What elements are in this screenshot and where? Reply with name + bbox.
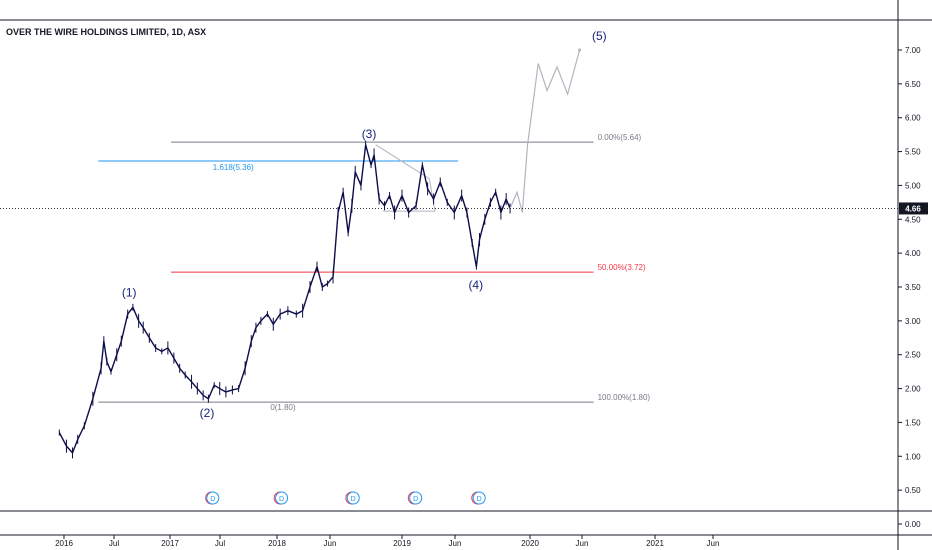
time-tick-label: Jun — [449, 539, 462, 548]
time-tick-label: Jun — [576, 539, 589, 548]
time-tick-label: 2019 — [393, 539, 411, 548]
price-tick-label: 0.00 — [905, 520, 921, 529]
fib-level-label: 0(1.80) — [270, 403, 296, 412]
event-marker-label: D — [279, 496, 284, 503]
price-tick-label: 3.00 — [905, 317, 921, 326]
price-tick-label: 3.50 — [905, 283, 921, 292]
time-tick-label: Jul — [215, 539, 225, 548]
price-tick-label: 4.50 — [905, 215, 921, 224]
price-tick-label: 2.00 — [905, 385, 921, 394]
time-tick-label: 2021 — [646, 539, 664, 548]
price-tick-label: 2.50 — [905, 351, 921, 360]
time-axis[interactable]: 2016 Jul 2017 Jul 2018 Jun 2019 Jun 2020 Jun 2021 J… — [55, 535, 719, 548]
price-tick-label: 4.00 — [905, 249, 921, 258]
current-price-tag: 4.66 — [899, 202, 928, 215]
price-tick-label: 1.50 — [905, 418, 921, 427]
dividend-marker[interactable]: D — [206, 491, 220, 505]
projection-path[interactable] — [509, 49, 581, 213]
wave-label: (3) — [362, 127, 377, 141]
event-marker-label: D — [477, 496, 482, 503]
dividend-marker[interactable]: D — [472, 491, 486, 505]
price-axis[interactable]: 0.00 0.50 1.00 1.50 2.00 2.50 3.00 3.50 4.00 4.50… — [898, 46, 921, 529]
price-tick-label: 0.50 — [905, 486, 921, 495]
price-tick-label: 6.50 — [905, 80, 921, 89]
chart-title: OVER THE WIRE HOLDINGS LIMITED, 1D, ASX — [6, 27, 206, 37]
wave-label: (2) — [200, 406, 215, 420]
fib-level-label: 100.00%(1.80) — [598, 393, 651, 402]
fibonacci-levels[interactable]: 0.00%(5.64) 1.618(5.36) 50.00%(3.72) 100.00… — [98, 133, 650, 412]
time-tick-label: 2016 — [55, 539, 73, 548]
dividend-marker[interactable]: D — [346, 491, 360, 505]
price-tick-label: 5.50 — [905, 148, 921, 157]
triangle-drawing[interactable] — [375, 144, 436, 212]
price-tick-label: 6.00 — [905, 114, 921, 123]
current-price-value: 4.66 — [905, 204, 921, 213]
time-tick-label: 2020 — [521, 539, 539, 548]
price-tick-label: 1.00 — [905, 452, 921, 461]
wave-label: (4) — [468, 278, 483, 292]
event-markers[interactable]: EDEDEDEDED — [205, 491, 486, 505]
time-tick-label: Jul — [109, 539, 119, 548]
wave-label: (1) — [122, 286, 137, 300]
event-marker-label: D — [210, 496, 215, 503]
price-tick-label: 5.00 — [905, 181, 921, 190]
dividend-marker[interactable]: D — [409, 491, 423, 505]
price-tick-label: 7.00 — [905, 46, 921, 55]
event-marker-label: D — [351, 496, 356, 503]
fib-level-label: 1.618(5.36) — [213, 163, 254, 172]
fib-level-label: 50.00%(3.72) — [598, 263, 646, 272]
elliott-wave-labels: (1) (2) (3) (4) (5) — [122, 29, 607, 420]
time-tick-label: Jun — [707, 539, 720, 548]
time-tick-label: Jun — [324, 539, 337, 548]
fib-level-label: 0.00%(5.64) — [598, 133, 642, 142]
time-tick-label: 2018 — [268, 539, 286, 548]
price-series — [58, 48, 582, 459]
event-marker-label: D — [413, 496, 418, 503]
wave-label: (5) — [592, 29, 607, 43]
dividend-marker[interactable]: D — [275, 491, 289, 505]
time-tick-label: 2017 — [161, 539, 179, 548]
price-line — [58, 144, 511, 454]
projection-endpoint — [578, 48, 582, 52]
